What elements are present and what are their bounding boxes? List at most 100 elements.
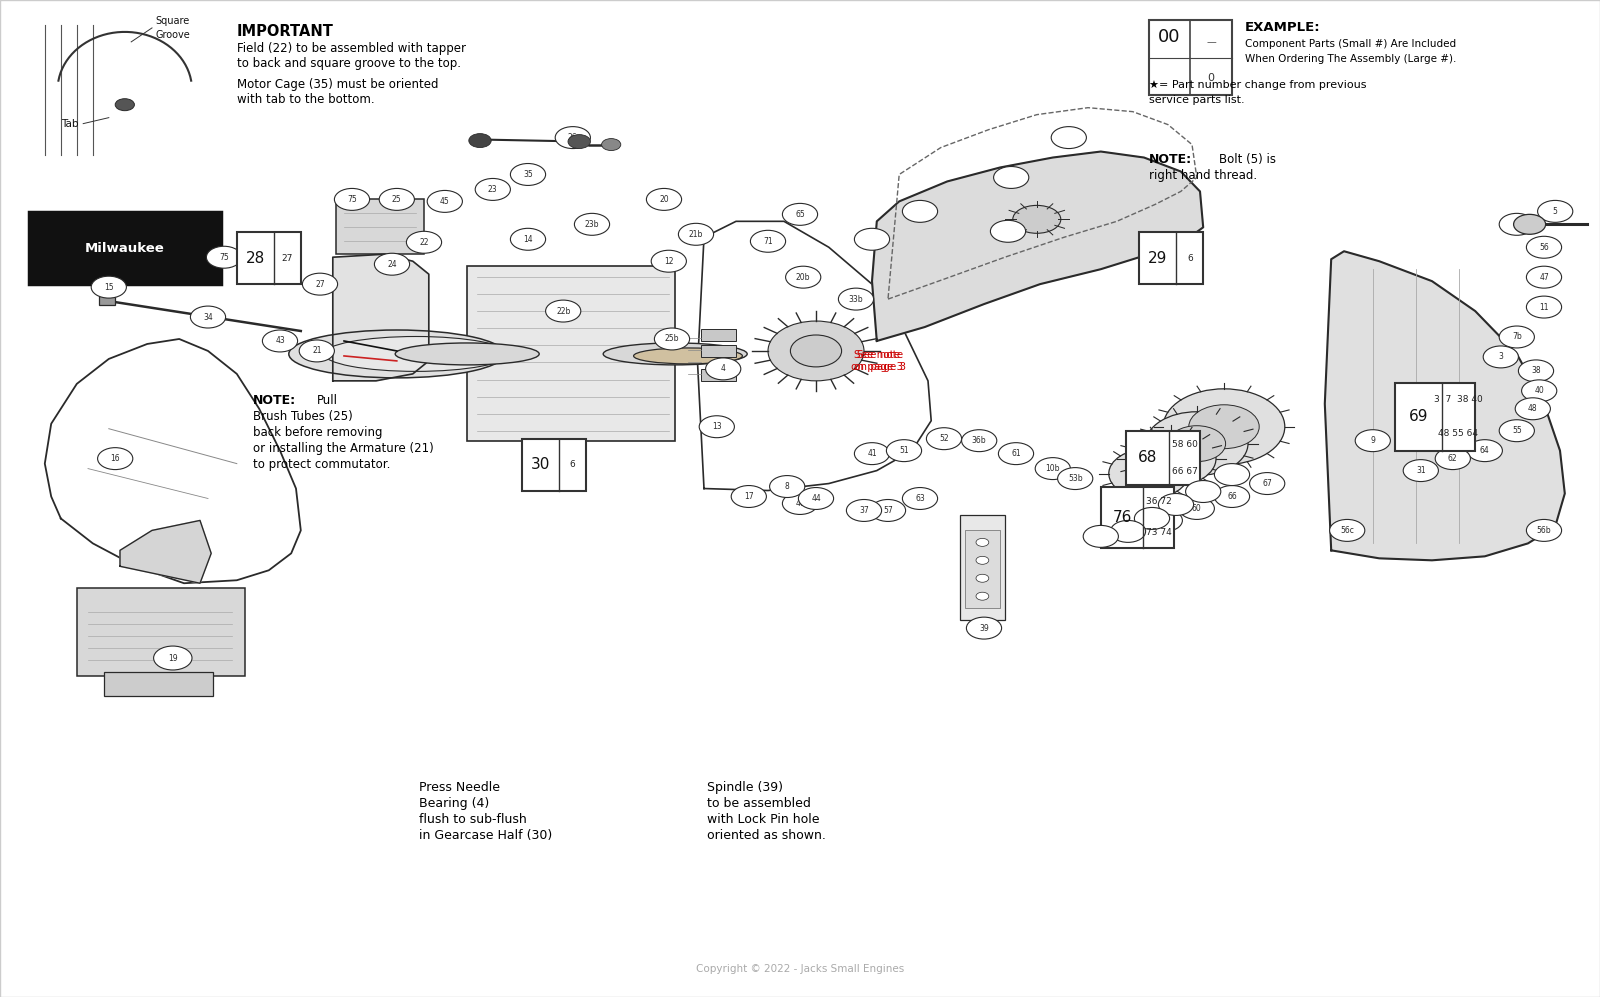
Bar: [1395, 383, 1475, 451]
Bar: [104, 672, 213, 696]
Circle shape: [651, 250, 686, 272]
Text: 25: 25: [392, 194, 402, 204]
Text: 15: 15: [104, 282, 114, 292]
Circle shape: [206, 246, 242, 268]
Text: 69: 69: [1408, 409, 1429, 425]
Circle shape: [1526, 266, 1562, 288]
Circle shape: [976, 556, 989, 564]
Ellipse shape: [1013, 205, 1061, 233]
Text: 40: 40: [1534, 386, 1544, 396]
Text: 16: 16: [110, 454, 120, 464]
Text: Spindle (39): Spindle (39): [707, 781, 784, 795]
Text: right hand thread.: right hand thread.: [1149, 168, 1258, 182]
Text: 23: 23: [488, 184, 498, 194]
Circle shape: [770, 476, 805, 498]
Circle shape: [962, 430, 997, 452]
Circle shape: [154, 646, 192, 670]
Text: 62: 62: [1448, 454, 1458, 464]
Text: 39: 39: [979, 623, 989, 633]
Text: 66: 66: [1227, 492, 1237, 501]
Text: 26: 26: [568, 133, 578, 143]
Circle shape: [190, 306, 226, 328]
Circle shape: [786, 266, 821, 288]
Text: 42: 42: [1003, 226, 1013, 236]
Text: 3  7  38 40: 3 7 38 40: [1434, 395, 1483, 405]
Circle shape: [475, 178, 510, 200]
Text: 1: 1: [1067, 133, 1070, 143]
Text: 11: 11: [1539, 302, 1549, 312]
Bar: [1139, 232, 1203, 284]
Circle shape: [782, 203, 818, 225]
Text: EXAMPLE:: EXAMPLE:: [1245, 21, 1320, 35]
Text: service parts list.: service parts list.: [1149, 95, 1245, 105]
Circle shape: [1214, 486, 1250, 507]
Circle shape: [1515, 398, 1550, 420]
Text: 73: 73: [1171, 499, 1181, 509]
Circle shape: [406, 231, 442, 253]
Circle shape: [706, 358, 741, 380]
Text: 66 67: 66 67: [1171, 467, 1197, 476]
Text: to protect commutator.: to protect commutator.: [253, 458, 390, 472]
Bar: [965, 530, 1000, 608]
Circle shape: [731, 486, 766, 507]
Text: 53: 53: [1096, 531, 1106, 541]
Circle shape: [469, 134, 491, 148]
Text: 75: 75: [219, 252, 229, 262]
Circle shape: [1058, 468, 1093, 490]
Circle shape: [646, 188, 682, 210]
Circle shape: [976, 574, 989, 582]
Ellipse shape: [395, 343, 539, 365]
Circle shape: [574, 213, 610, 235]
Circle shape: [1526, 236, 1562, 258]
Text: Bolt (5) is: Bolt (5) is: [1219, 153, 1277, 166]
Text: 10: 10: [1123, 526, 1133, 536]
Circle shape: [854, 228, 890, 250]
Text: 34: 34: [203, 312, 213, 322]
Circle shape: [555, 127, 590, 149]
Bar: [701, 369, 736, 381]
Text: back before removing: back before removing: [253, 426, 382, 440]
Circle shape: [299, 340, 334, 362]
Text: 56b: 56b: [1536, 525, 1552, 535]
Text: 33b: 33b: [848, 294, 864, 304]
Circle shape: [1179, 498, 1214, 519]
Circle shape: [1128, 461, 1170, 487]
Text: in Gearcase Half (30): in Gearcase Half (30): [419, 829, 552, 842]
Text: 38: 38: [1531, 366, 1541, 376]
Text: with tab to the bottom.: with tab to the bottom.: [237, 93, 374, 107]
Text: 9: 9: [1370, 436, 1376, 446]
Circle shape: [302, 273, 338, 295]
Circle shape: [886, 440, 922, 462]
Text: 5: 5: [1552, 206, 1558, 216]
Text: 53b: 53b: [1067, 474, 1083, 484]
Text: NOTE:: NOTE:: [1149, 153, 1192, 166]
Text: 68: 68: [1138, 450, 1157, 466]
Polygon shape: [1325, 251, 1565, 560]
Circle shape: [1467, 440, 1502, 462]
Bar: [77, 588, 245, 676]
Circle shape: [510, 164, 546, 185]
Text: 4: 4: [720, 364, 726, 374]
Text: 74: 74: [1147, 513, 1157, 523]
Text: 37: 37: [859, 505, 869, 515]
Text: 27: 27: [315, 279, 325, 289]
Text: 7b: 7b: [1512, 332, 1522, 342]
Text: NOTE:: NOTE:: [253, 394, 296, 408]
Text: Field (22) to be assembled with tapper: Field (22) to be assembled with tapper: [237, 42, 466, 56]
Text: 65: 65: [795, 209, 805, 219]
Circle shape: [994, 166, 1029, 188]
Text: Milwaukee: Milwaukee: [85, 241, 165, 255]
Bar: [701, 345, 736, 357]
Bar: [1126, 431, 1200, 485]
Circle shape: [379, 188, 414, 210]
Text: Tab: Tab: [61, 119, 78, 129]
Text: 31: 31: [1416, 466, 1426, 476]
Circle shape: [782, 493, 818, 514]
Text: 19: 19: [168, 653, 178, 663]
Text: 23b: 23b: [584, 219, 600, 229]
Circle shape: [374, 253, 410, 275]
Text: When Ordering The Assembly (Large #).: When Ordering The Assembly (Large #).: [1245, 54, 1456, 64]
Circle shape: [91, 276, 126, 298]
Circle shape: [98, 448, 133, 470]
Text: 27: 27: [282, 253, 293, 263]
